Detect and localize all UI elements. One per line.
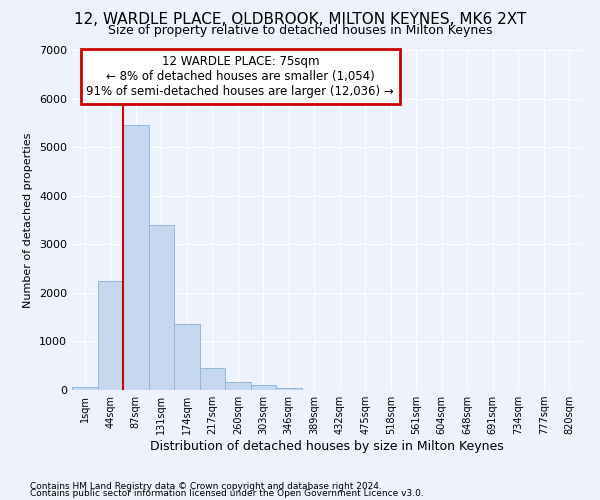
Text: Contains HM Land Registry data © Crown copyright and database right 2024.: Contains HM Land Registry data © Crown c… [30, 482, 382, 491]
Bar [149, 225, 174, 390]
Text: Size of property relative to detached houses in Milton Keynes: Size of property relative to detached ho… [108, 24, 492, 37]
Text: 12, WARDLE PLACE, OLDBROOK, MILTON KEYNES, MK6 2XT: 12, WARDLE PLACE, OLDBROOK, MILTON KEYNE… [74, 12, 526, 28]
Bar [276, 388, 302, 390]
Bar [123, 126, 149, 390]
X-axis label: Distribution of detached houses by size in Milton Keynes: Distribution of detached houses by size … [150, 440, 504, 453]
Bar [97, 280, 123, 390]
Bar [72, 386, 97, 390]
Text: Contains public sector information licensed under the Open Government Licence v3: Contains public sector information licen… [30, 490, 424, 498]
Bar [225, 382, 251, 390]
Bar [251, 385, 276, 390]
Bar [174, 324, 199, 390]
Text: 12 WARDLE PLACE: 75sqm
← 8% of detached houses are smaller (1,054)
91% of semi-d: 12 WARDLE PLACE: 75sqm ← 8% of detached … [86, 55, 394, 98]
Bar [199, 368, 225, 390]
Y-axis label: Number of detached properties: Number of detached properties [23, 132, 34, 308]
